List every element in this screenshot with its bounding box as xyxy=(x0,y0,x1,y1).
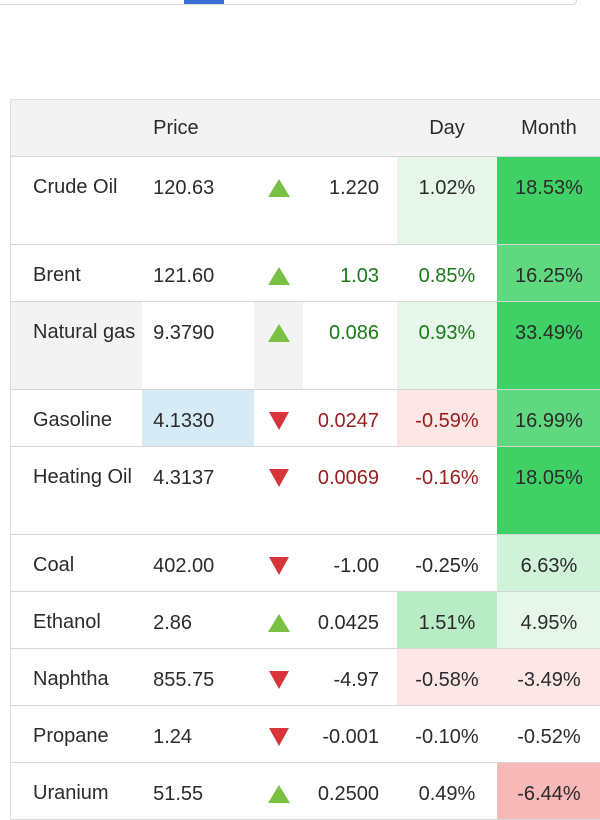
table-row[interactable]: Crude Oil 120.63 1.220 1.02% 18.53% xyxy=(11,156,600,245)
table-row[interactable]: Uranium 51.55 0.2500 0.49% -6.44% xyxy=(11,762,600,820)
commodity-day-change: 0.49% xyxy=(397,762,497,820)
commodity-price: 1.24 xyxy=(142,705,255,763)
trend-cell xyxy=(254,389,304,447)
commodity-change: 0.0247 xyxy=(303,389,398,447)
commodities-table-container: Price Day Month Crude Oil 120.63 1.220 1… xyxy=(10,99,600,820)
commodity-change: -1.00 xyxy=(303,534,398,592)
commodity-change: 0.0425 xyxy=(303,591,398,649)
header-arrow xyxy=(254,100,304,157)
commodity-day-change: 0.85% xyxy=(397,244,497,302)
table-row[interactable]: Naphtha 855.75 -4.97 -0.58% -3.49% xyxy=(11,648,600,706)
commodities-table: Price Day Month Crude Oil 120.63 1.220 1… xyxy=(11,100,600,820)
commodity-month-change: 33.49% xyxy=(496,301,600,390)
triangle-down-icon xyxy=(268,671,289,689)
table-row[interactable]: Propane 1.24 -0.001 -0.10% -0.52% xyxy=(11,705,600,763)
commodity-change: 0.086 xyxy=(303,301,398,390)
commodity-price: 4.3137 xyxy=(142,446,255,535)
active-tab-indicator xyxy=(184,0,224,4)
triangle-up-icon xyxy=(267,785,290,803)
triangle-down-icon xyxy=(268,728,289,746)
trend-cell xyxy=(254,762,304,820)
commodity-month-change: -6.44% xyxy=(496,762,600,820)
commodity-day-change: 1.51% xyxy=(397,591,497,649)
table-row[interactable]: Heating Oil 4.3137 0.0069 -0.16% 18.05% xyxy=(11,446,600,535)
trend-cell xyxy=(254,534,304,592)
commodity-month-change: -3.49% xyxy=(496,648,600,706)
triangle-down-icon xyxy=(268,557,289,575)
commodity-day-change: -0.16% xyxy=(397,446,497,535)
triangle-up-icon xyxy=(267,267,290,285)
triangle-down-icon xyxy=(268,469,289,487)
commodity-change: 1.03 xyxy=(303,244,398,302)
commodity-change: 0.0069 xyxy=(303,446,398,535)
commodity-month-change: 16.25% xyxy=(496,244,600,302)
commodity-change: 1.220 xyxy=(303,156,398,245)
commodity-price: 51.55 xyxy=(142,762,255,820)
commodity-change: -0.001 xyxy=(303,705,398,763)
commodity-name[interactable]: Crude Oil xyxy=(11,156,143,245)
commodity-name[interactable]: Gasoline xyxy=(11,389,143,447)
table-row[interactable]: Ethanol 2.86 0.0425 1.51% 4.95% xyxy=(11,591,600,649)
commodity-month-change: 18.05% xyxy=(496,446,600,535)
commodity-price: 120.63 xyxy=(142,156,255,245)
table-row[interactable]: Gasoline 4.1330 0.0247 -0.59% 16.99% xyxy=(11,389,600,447)
top-tab-bar xyxy=(0,0,577,5)
triangle-up-icon xyxy=(267,179,290,197)
table-row[interactable]: Natural gas 9.3790 0.086 0.93% 33.49% xyxy=(11,301,600,390)
commodity-month-change: -0.52% xyxy=(496,705,600,763)
commodity-price: 2.86 xyxy=(142,591,255,649)
commodity-day-change: -0.59% xyxy=(397,389,497,447)
commodity-day-change: -0.10% xyxy=(397,705,497,763)
header-price[interactable]: Price xyxy=(142,100,255,157)
commodity-price: 4.1330 xyxy=(142,389,255,447)
header-month[interactable]: Month xyxy=(496,100,600,157)
commodity-month-change: 4.95% xyxy=(496,591,600,649)
table-row[interactable]: Coal 402.00 -1.00 -0.25% 6.63% xyxy=(11,534,600,592)
trend-cell xyxy=(254,244,304,302)
commodity-day-change: -0.25% xyxy=(397,534,497,592)
commodity-month-change: 16.99% xyxy=(496,389,600,447)
commodity-month-change: 6.63% xyxy=(496,534,600,592)
commodity-name[interactable]: Natural gas xyxy=(11,301,143,390)
commodity-name[interactable]: Propane xyxy=(11,705,143,763)
trend-cell xyxy=(254,301,304,390)
header-change xyxy=(303,100,398,157)
header-name xyxy=(11,100,143,157)
commodity-price: 855.75 xyxy=(142,648,255,706)
commodity-change: 0.2500 xyxy=(303,762,398,820)
header-day[interactable]: Day xyxy=(397,100,497,157)
trend-cell xyxy=(254,156,304,245)
commodity-price: 402.00 xyxy=(142,534,255,592)
commodity-price: 121.60 xyxy=(142,244,255,302)
commodity-day-change: 0.93% xyxy=(397,301,497,390)
trend-cell xyxy=(254,705,304,763)
commodity-day-change: 1.02% xyxy=(397,156,497,245)
commodity-price: 9.3790 xyxy=(142,301,255,390)
trend-cell xyxy=(254,591,304,649)
triangle-up-icon xyxy=(267,614,290,632)
table-row[interactable]: Brent 121.60 1.03 0.85% 16.25% xyxy=(11,244,600,302)
commodity-name[interactable]: Coal xyxy=(11,534,143,592)
triangle-up-icon xyxy=(267,324,290,342)
commodity-day-change: -0.58% xyxy=(397,648,497,706)
triangle-down-icon xyxy=(268,412,289,430)
commodity-change: -4.97 xyxy=(303,648,398,706)
commodity-name[interactable]: Uranium xyxy=(11,762,143,820)
commodity-name[interactable]: Brent xyxy=(11,244,143,302)
trend-cell xyxy=(254,648,304,706)
commodity-name[interactable]: Heating Oil xyxy=(11,446,143,535)
trend-cell xyxy=(254,446,304,535)
commodity-name[interactable]: Naphtha xyxy=(11,648,143,706)
table-header-row: Price Day Month xyxy=(11,100,600,157)
commodity-month-change: 18.53% xyxy=(496,156,600,245)
commodity-name[interactable]: Ethanol xyxy=(11,591,143,649)
